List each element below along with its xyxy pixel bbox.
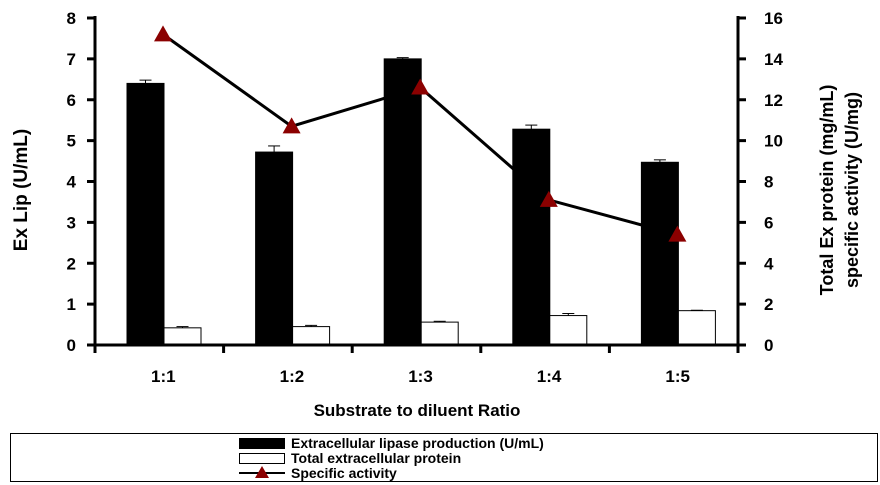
legend-item-lipase: Extracellular lipase production (U/mL): [239, 435, 544, 451]
right-tick-label-16: 16: [764, 9, 783, 28]
bar-protein-5: [677, 310, 716, 346]
specific-activity-point-1: [154, 25, 172, 42]
legend-item-protein: Total extracellular protein: [239, 450, 461, 466]
left-tick-labels: 0 1 2 3 4 5 6 7 8: [67, 9, 77, 355]
legend-swatch-triangle-line: [239, 466, 285, 480]
right-tick-label-4: 4: [764, 254, 774, 273]
protein-bars: [163, 310, 716, 346]
y2-axis-label-line1: Total Ex protein (mg/mL): [817, 85, 837, 296]
legend-item-specific-activity: Specific activity: [239, 465, 397, 481]
specific-activity-point-4: [539, 190, 558, 207]
y-axis-label: Ex Lip (U/mL): [11, 129, 32, 251]
specific-activity-point-5: [668, 225, 687, 242]
right-tick-label-14: 14: [764, 50, 783, 69]
axes: [87, 16, 746, 353]
y2-axis-label-line2: specific activity (U/mg): [842, 92, 862, 288]
left-tick-label-2: 2: [67, 254, 76, 273]
legend-swatch-white-bar: [239, 452, 285, 464]
error-bars: [139, 57, 703, 328]
bar-lipase-5: [640, 161, 679, 346]
left-tick-label-0: 0: [67, 336, 76, 355]
legend-label-protein: Total extracellular protein: [291, 450, 462, 466]
right-tick-labels: 0 2 4 6 8 10 12 14 16: [764, 9, 783, 355]
bar-lipase-2: [255, 151, 294, 346]
legend: Extracellular lipase production (U/mL) T…: [10, 433, 878, 482]
bar-protein-1: [163, 327, 202, 346]
legend-label-specific-activity: Specific activity: [291, 465, 397, 481]
right-tick-label-6: 6: [764, 213, 773, 232]
right-tick-label-12: 12: [764, 91, 783, 110]
legend-swatch-black-bar: [239, 437, 285, 449]
right-tick-label-2: 2: [764, 295, 773, 314]
left-tick-label-6: 6: [67, 91, 76, 110]
left-tick-label-4: 4: [67, 173, 77, 192]
x-tick-label-1: 1:1: [151, 367, 176, 386]
bar-lipase-1: [126, 82, 165, 346]
specific-activity-point-2: [282, 117, 301, 134]
x-axis-label: Substrate to diluent Ratio: [314, 401, 521, 420]
x-tick-labels: 1:1 1:2 1:3 1:4 1:5: [151, 367, 690, 386]
legend-label-lipase: Extracellular lipase production (U/mL): [291, 435, 544, 451]
specific-activity-point-3: [411, 78, 430, 95]
x-tick-label-3: 1:3: [408, 367, 433, 386]
x-tick-label-4: 1:4: [537, 367, 562, 386]
left-tick-label-3: 3: [67, 213, 76, 232]
bar-lipase-3: [383, 58, 422, 346]
right-tick-label-8: 8: [764, 173, 773, 192]
bar-protein-4: [549, 315, 588, 346]
specific-activity-series: [154, 25, 687, 242]
bar-protein-2: [292, 326, 331, 346]
left-tick-label-7: 7: [67, 50, 76, 69]
left-tick-label-8: 8: [67, 9, 76, 28]
x-tick-label-2: 1:2: [280, 367, 305, 386]
lipase-bars: [126, 58, 679, 346]
right-tick-label-10: 10: [764, 132, 783, 151]
left-tick-label-1: 1: [67, 295, 76, 314]
right-tick-label-0: 0: [764, 336, 773, 355]
x-tick-label-5: 1:5: [665, 367, 690, 386]
bar-protein-3: [420, 321, 459, 346]
bar-lipase-4: [512, 128, 551, 346]
left-tick-label-5: 5: [67, 132, 76, 151]
